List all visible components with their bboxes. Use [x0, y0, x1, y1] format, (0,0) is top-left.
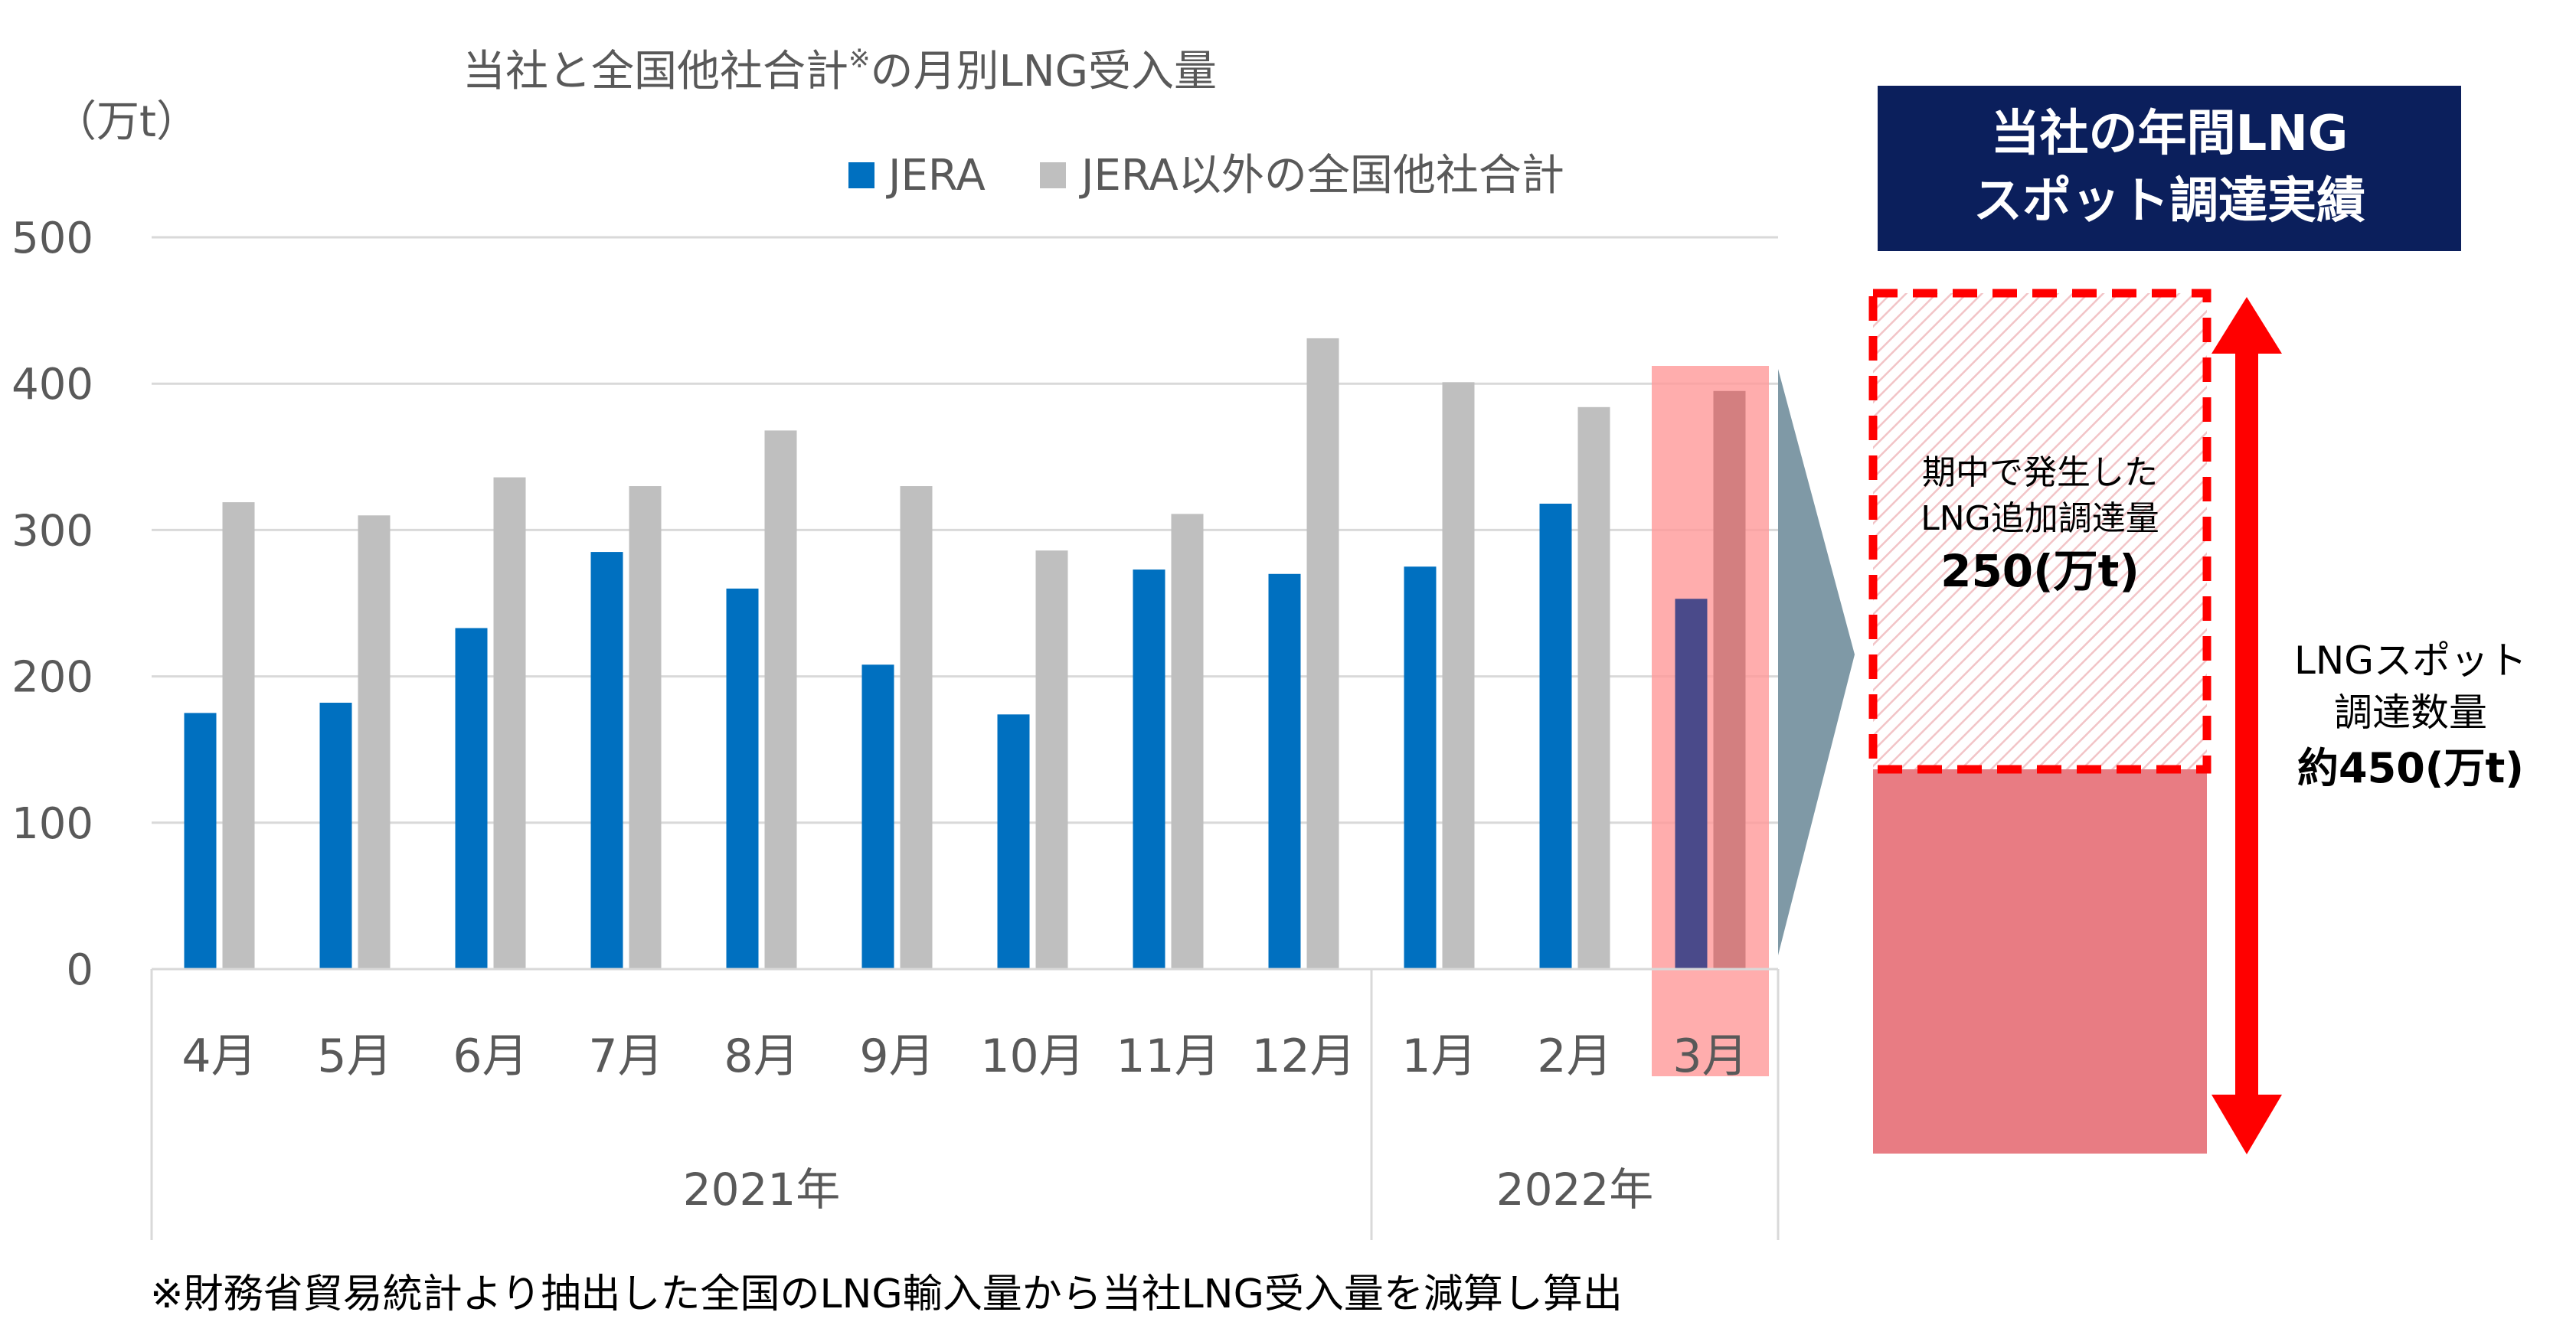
- dashed-line1: 期中で発生した: [1922, 453, 2158, 492]
- side-line1: LNGスポット: [2294, 638, 2527, 683]
- legend-swatch-jera: [848, 162, 874, 188]
- highlight-band: [1652, 366, 1769, 1076]
- bar-jera: [184, 713, 217, 969]
- bar-jera: [997, 714, 1030, 969]
- bar-others: [1306, 338, 1339, 970]
- x-tick-label: 10月: [980, 1030, 1084, 1083]
- bar-jera: [1404, 566, 1437, 969]
- y-tick-label: 0: [66, 945, 93, 995]
- bar-jera: [319, 703, 352, 969]
- bars: [184, 338, 1746, 970]
- bar-jera: [455, 628, 488, 969]
- bar-others: [629, 486, 662, 969]
- bar-jera: [726, 588, 759, 969]
- bar-jera: [1133, 570, 1165, 969]
- x-tick-label: 7月: [588, 1030, 663, 1083]
- bar-others: [222, 502, 255, 969]
- panel-title-line1: 当社の年間LNG: [1991, 106, 2349, 162]
- x-tick-label: 2月: [1537, 1030, 1612, 1083]
- bar-jera: [1675, 599, 1708, 969]
- stack-dashed: [1868, 289, 2212, 774]
- stack-solid: [1873, 767, 2207, 1154]
- year-label: 2022年: [1496, 1164, 1654, 1216]
- chart-title-suffix: の月別LNG受入量: [871, 47, 1217, 96]
- x-tick-label: 6月: [453, 1030, 528, 1083]
- year-label: 2021年: [683, 1164, 841, 1216]
- bar-others: [1171, 514, 1204, 969]
- bar-others: [1577, 406, 1610, 969]
- side-line2: 調達数量: [2334, 690, 2487, 735]
- pointer-triangle: [1778, 369, 1855, 955]
- x-tick-label: 8月: [724, 1030, 799, 1083]
- x-tick-label: 5月: [317, 1030, 392, 1083]
- y-tick-label: 500: [11, 214, 93, 263]
- dashed-line2: LNG追加調達量: [1921, 499, 2159, 538]
- legend: JERA JERA以外の全国他社合計: [848, 151, 1564, 201]
- y-tick-label: 400: [11, 360, 93, 410]
- bar-jera: [861, 664, 894, 969]
- legend-label-others: JERA以外の全国他社合計: [1079, 151, 1564, 201]
- legend-label-jera: JERA: [886, 151, 986, 201]
- footnote: ※財務省貿易統計より抽出した全国のLNG輸入量から当社LNG受入量を減算し算出: [150, 1271, 1623, 1317]
- panel-title-box: [1878, 86, 2461, 251]
- y-tick-label: 200: [11, 653, 93, 703]
- legend-swatch-others: [1040, 162, 1066, 188]
- x-tick-label: 4月: [181, 1030, 257, 1083]
- spot-panel: 当社の年間LNG スポット調達実績 期中で発生した LNG追加調達量 250(万…: [1868, 86, 2527, 1154]
- x-tick-label: 12月: [1251, 1030, 1355, 1083]
- bar-others: [900, 486, 933, 969]
- chart-title-mark: ※: [848, 44, 871, 74]
- chart-title: 当社と全国他社合計※の月別LNG受入量: [463, 44, 1217, 96]
- bar-others: [493, 477, 526, 969]
- panel-title-line2: スポット調達実績: [1973, 173, 2365, 230]
- x-axis: 4月 5月 6月 7月 8月 9月 10月 11月 12月 1月 2月 3月 2021年 2022年: [150, 968, 1780, 1240]
- y-tick-label: 100: [11, 799, 93, 849]
- x-tick-label: 3月: [1672, 1030, 1747, 1083]
- x-tick-label: 9月: [859, 1030, 934, 1083]
- x-tick-label: 1月: [1401, 1030, 1476, 1083]
- side-value: 約450(万t): [2297, 744, 2524, 792]
- gridlines: [152, 236, 1778, 824]
- bar-jera: [590, 552, 623, 969]
- bar-others: [1035, 550, 1068, 969]
- highlight-rect: [1652, 366, 1769, 1076]
- chart-title-main: 当社と全国他社合計: [463, 47, 848, 96]
- y-tick-label: 300: [11, 506, 93, 556]
- bar-others: [764, 430, 797, 969]
- bar-others: [1713, 390, 1746, 969]
- bar-jera: [1268, 573, 1301, 969]
- bar-others: [358, 515, 391, 969]
- bar-jera: [1539, 503, 1572, 969]
- x-tick-label: 11月: [1116, 1030, 1220, 1083]
- dashed-value: 250(万t): [1940, 545, 2140, 597]
- bar-others: [1442, 382, 1475, 970]
- double-arrow: [2212, 297, 2282, 1154]
- y-axis-ticks: 0 100 200 300 400 500: [11, 214, 93, 995]
- y-axis-unit: （万t）: [54, 97, 199, 147]
